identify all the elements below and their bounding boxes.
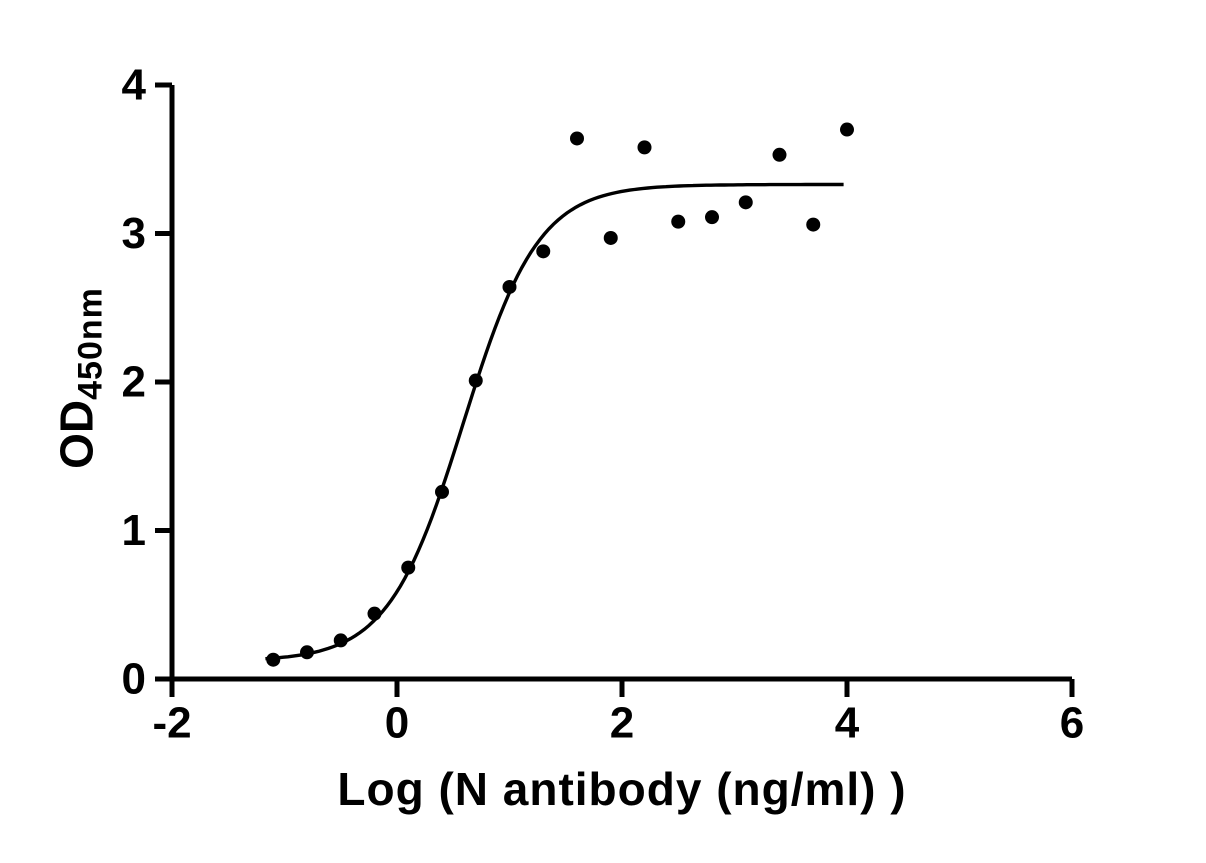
data-point: [738, 195, 753, 210]
data-point: [367, 606, 382, 621]
y-tick-label: 3: [122, 209, 146, 258]
y-axis-title-subscript: 450nm: [71, 287, 110, 400]
y-axis-title: OD450nm: [50, 287, 111, 469]
data-point: [333, 633, 348, 648]
x-tick-label: 2: [610, 699, 634, 748]
y-tick-label: 4: [122, 61, 147, 110]
data-point: [671, 214, 686, 229]
fit-curve: [265, 182, 844, 661]
data-point: [603, 230, 618, 245]
data-point: [806, 217, 821, 232]
data-point: [401, 560, 416, 575]
x-axis-title: Log (N antibody (ng/ml) ): [337, 763, 907, 815]
x-tick-label: -2: [152, 699, 191, 748]
x-tick-label: 6: [1060, 699, 1084, 748]
data-point: [840, 122, 854, 137]
data-point: [300, 645, 314, 660]
data-point: [468, 373, 483, 388]
data-point: [536, 244, 551, 259]
data-point: [502, 279, 517, 294]
data-point: [705, 210, 719, 225]
data-point: [266, 652, 281, 667]
data-point: [570, 131, 584, 146]
y-axis-title-main: OD: [50, 399, 103, 469]
data-point: [435, 484, 449, 499]
y-tick-label: 0: [122, 655, 146, 704]
data-point: [772, 147, 787, 162]
data-point: [637, 140, 652, 155]
x-tick-label: 4: [835, 699, 860, 748]
y-tick-label: 1: [122, 506, 146, 555]
x-tick-label: 0: [385, 699, 409, 748]
y-tick-label: 2: [122, 358, 146, 407]
